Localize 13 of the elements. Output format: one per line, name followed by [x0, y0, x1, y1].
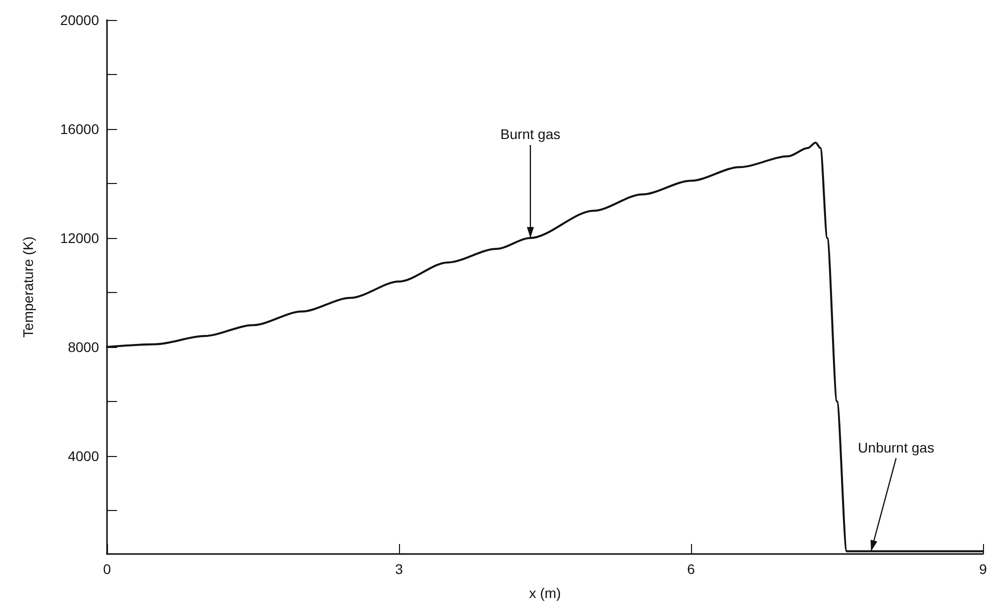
x-tick-label: 3 [395, 561, 404, 577]
x-axis-title: x (m) [529, 585, 561, 601]
annotation: Burnt gas [500, 126, 560, 142]
y-tick-label: 4000 [68, 448, 100, 464]
y-tick-label: 12000 [60, 230, 100, 246]
x-tick-label: 9 [979, 561, 988, 577]
x-tick-label: 6 [687, 561, 696, 577]
y-axis-title: Temperature (K) [20, 236, 36, 338]
y-tick-label: 16000 [60, 120, 100, 137]
x-tick-label: 0 [103, 561, 112, 577]
annotation: Unburnt gas [858, 439, 934, 456]
y-tick-label: 8000 [68, 338, 100, 355]
y-tick-label: 20000 [60, 12, 100, 28]
